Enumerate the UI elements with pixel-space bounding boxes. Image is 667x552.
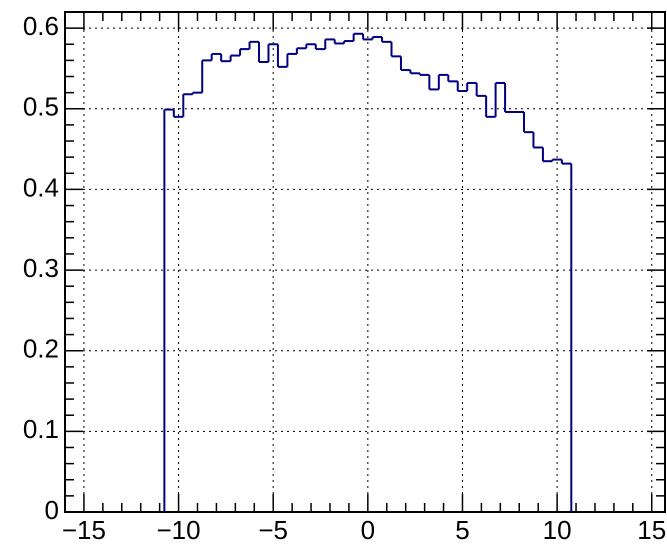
- x-tick-label: 0: [361, 515, 375, 545]
- y-tick-label: 0: [45, 495, 59, 525]
- x-tick-label: −15: [62, 515, 106, 545]
- y-tick-label: 0.5: [23, 92, 59, 122]
- plot-frame: [64, 11, 666, 513]
- x-tick-label: 5: [455, 515, 469, 545]
- y-tick-label: 0.3: [23, 253, 59, 283]
- x-tick-label: −10: [157, 515, 201, 545]
- x-tick-label: 10: [543, 515, 572, 545]
- x-tick-label: −5: [258, 515, 288, 545]
- y-tick-label: 0.4: [23, 172, 59, 202]
- y-tick-label: 0.1: [23, 414, 59, 444]
- y-tick-label: 0.6: [23, 11, 59, 41]
- y-tick-label: 0.2: [23, 334, 59, 364]
- x-tick-label: 15: [637, 515, 666, 545]
